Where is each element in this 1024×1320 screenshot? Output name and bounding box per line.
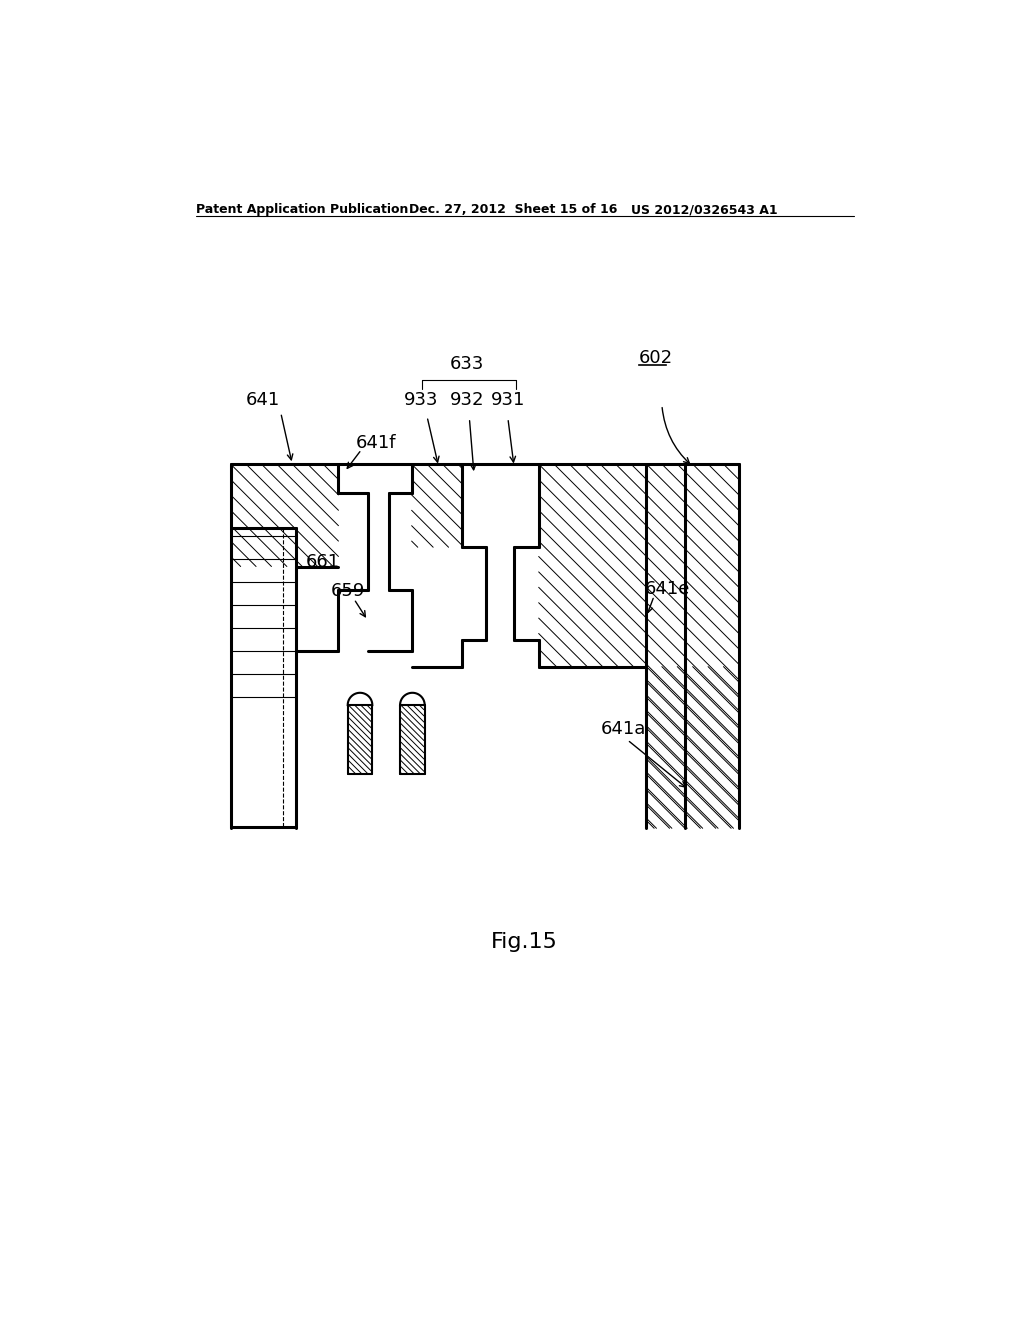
- Text: 602: 602: [639, 350, 673, 367]
- Text: 641e: 641e: [645, 581, 690, 598]
- Text: 932: 932: [450, 391, 484, 409]
- Text: 661: 661: [306, 553, 340, 570]
- Text: 641: 641: [246, 391, 281, 409]
- Text: 931: 931: [490, 391, 525, 409]
- Text: US 2012/0326543 A1: US 2012/0326543 A1: [631, 203, 777, 216]
- Text: 933: 933: [404, 391, 439, 409]
- Text: 633: 633: [450, 355, 484, 372]
- Text: Fig.15: Fig.15: [492, 932, 558, 952]
- Text: 659: 659: [331, 582, 366, 599]
- Text: 641a: 641a: [600, 721, 646, 738]
- Text: 641f: 641f: [355, 434, 396, 451]
- Text: Dec. 27, 2012  Sheet 15 of 16: Dec. 27, 2012 Sheet 15 of 16: [410, 203, 617, 216]
- Text: Patent Application Publication: Patent Application Publication: [196, 203, 409, 216]
